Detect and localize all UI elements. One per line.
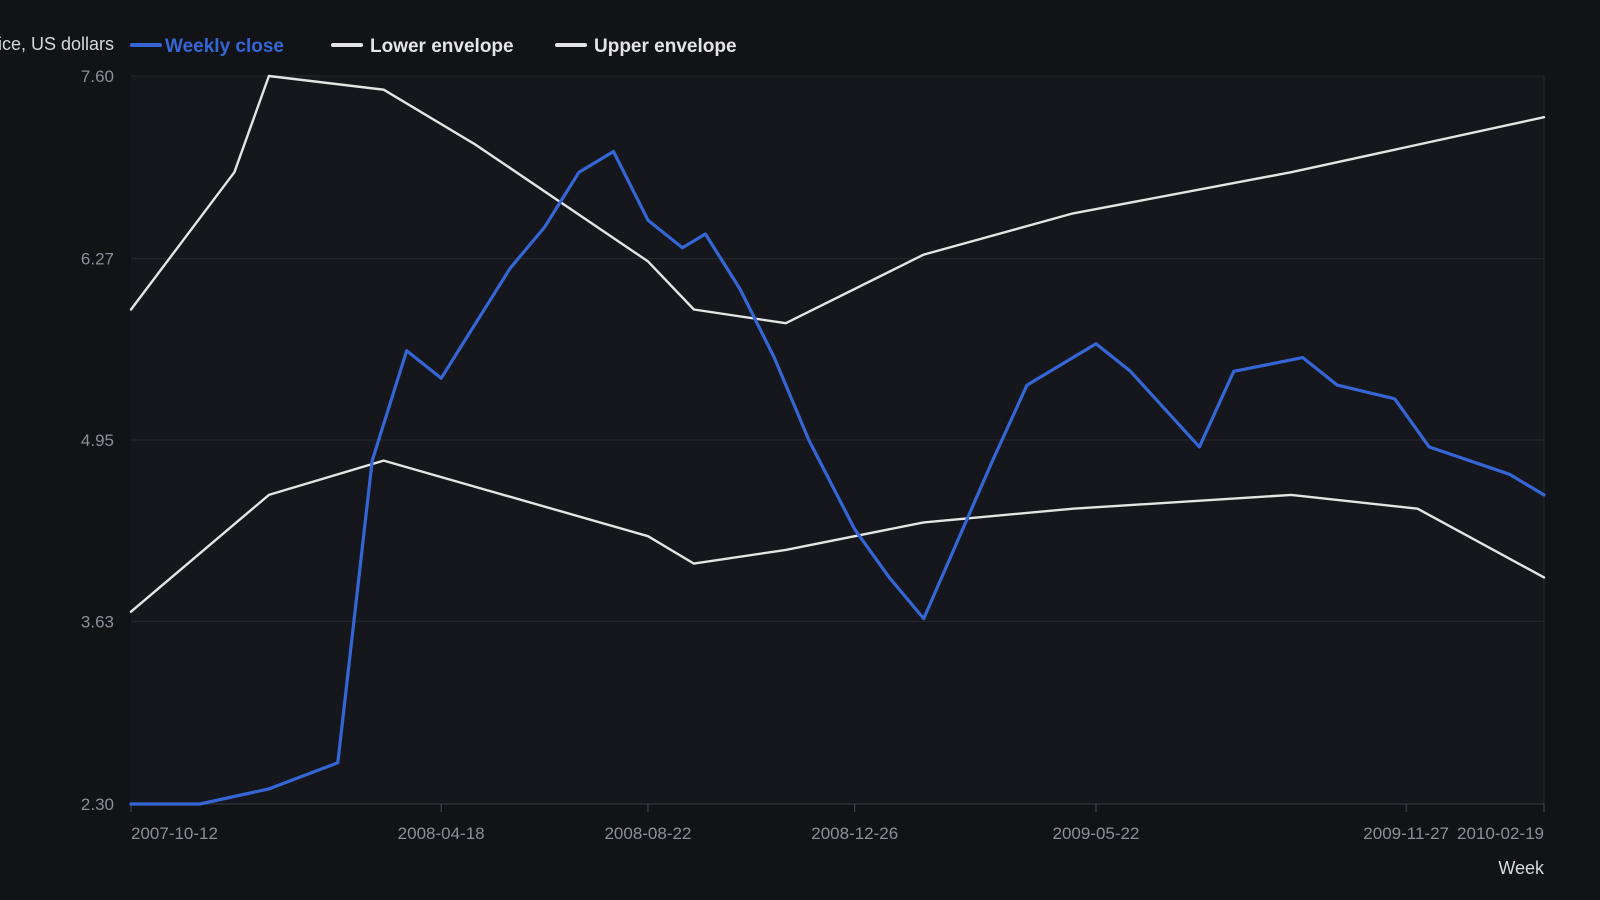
y-tick-label: 3.63 bbox=[81, 612, 114, 631]
series-line-upper-envelope bbox=[129, 74, 1546, 325]
series-line-lower-envelope bbox=[129, 459, 1546, 613]
x-tick-label: 2009-11-27 bbox=[1363, 824, 1449, 843]
series-layer bbox=[129, 74, 1546, 806]
legend: Weekly close Lower envelope Upper envelope bbox=[130, 36, 737, 57]
x-axis: 2007-10-12 2008-04-18 2008-08-22 2008-12-26… bbox=[130, 803, 1545, 843]
y-axis-ticks: 2.30 3.63 4.95 6.27 7.60 bbox=[81, 67, 114, 814]
legend-label-lower-envelope: Lower envelope bbox=[370, 36, 514, 57]
legend-label-weekly-close: Weekly close bbox=[165, 36, 284, 57]
y-tick-label: 6.27 bbox=[81, 250, 114, 269]
y-axis-title: Price, US dollars bbox=[0, 34, 114, 54]
y-tick-label: 7.60 bbox=[81, 67, 114, 86]
x-axis-title: Week bbox=[1498, 858, 1545, 878]
y-tick-label: 4.95 bbox=[81, 431, 114, 450]
x-tick-label: 2007-10-12 bbox=[131, 824, 218, 843]
x-tick-label: 2010-02-19 bbox=[1457, 824, 1544, 843]
x-tick-label: 2008-08-22 bbox=[604, 824, 691, 843]
legend-label-upper-envelope: Upper envelope bbox=[594, 36, 737, 57]
y-tick-label: 2.30 bbox=[81, 795, 114, 814]
x-tick-label: 2008-04-18 bbox=[398, 824, 485, 843]
x-tick-label: 2008-12-26 bbox=[811, 824, 898, 843]
series-line-weekly-close bbox=[129, 149, 1546, 806]
x-tick-label: 2009-05-22 bbox=[1052, 824, 1139, 843]
